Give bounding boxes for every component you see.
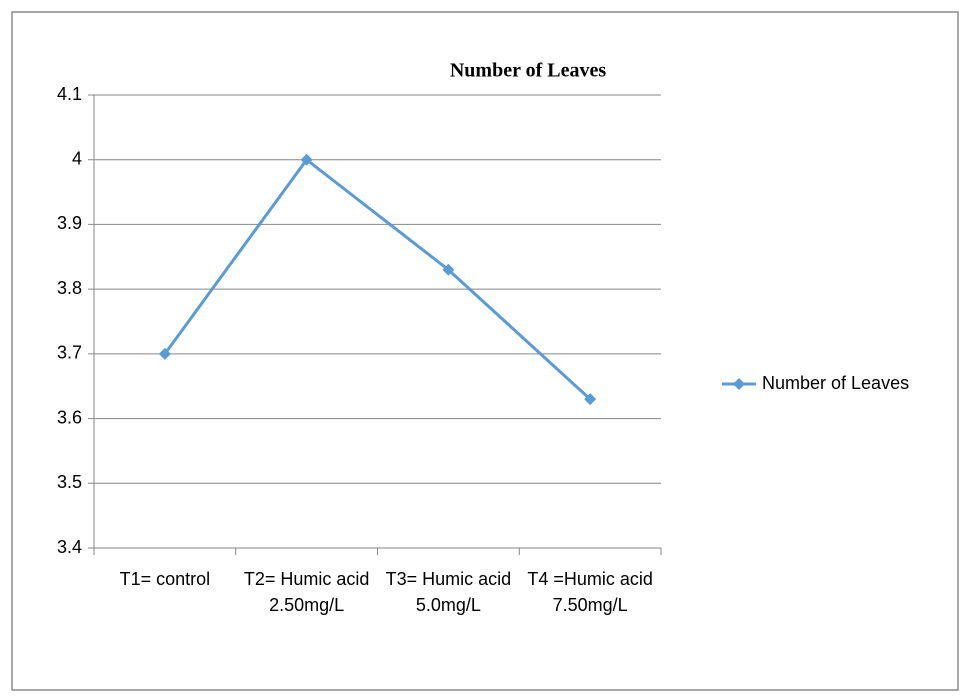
x-tick-label: T3= Humic acid 5.0mg/L	[385, 569, 512, 615]
y-tick-label: 3.7	[57, 343, 82, 363]
x-tick-label: T2= Humic acid 2.50mg/L	[243, 569, 370, 615]
x-tick-label: T4 =Humic acid 7.50mg/L	[527, 569, 653, 615]
y-tick-label: 4	[72, 148, 82, 168]
y-tick-label: 3.4	[57, 537, 82, 557]
series-line	[163, 157, 592, 401]
chart-border	[11, 11, 959, 691]
x-tick-label: T1= control	[119, 569, 211, 589]
point	[584, 393, 597, 406]
chart-title: Number of Leaves	[450, 60, 606, 82]
y-tick-label: 3.8	[57, 278, 82, 298]
point	[158, 347, 171, 360]
legend-marker	[733, 378, 745, 390]
point	[300, 153, 313, 166]
legend-label: Number of Leaves	[762, 373, 909, 393]
y-tick-label: 3.5	[57, 472, 82, 492]
y-tick-label: 4.1	[57, 84, 82, 104]
y-tick-label: 3.9	[57, 213, 82, 233]
point	[442, 263, 455, 276]
y-tick-label: 3.6	[57, 407, 82, 427]
